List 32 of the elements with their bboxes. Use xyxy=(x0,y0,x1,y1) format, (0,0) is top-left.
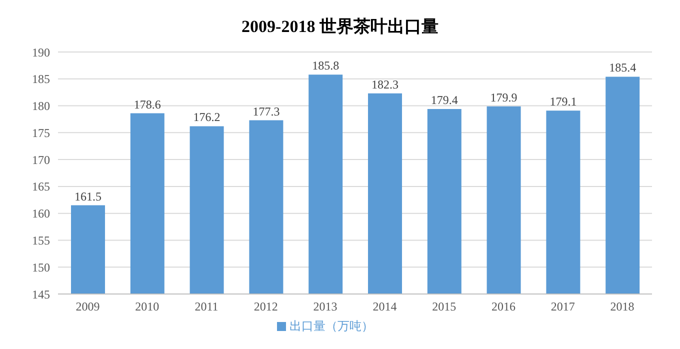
y-tick-label: 170 xyxy=(32,152,50,167)
y-tick-label: 185 xyxy=(32,72,50,86)
x-tick-label: 2010 xyxy=(135,300,160,314)
x-tick-label: 2009 xyxy=(76,300,100,314)
x-tick-label: 2018 xyxy=(610,300,634,314)
y-tick-label: 160 xyxy=(32,206,50,221)
data-label: 185.4 xyxy=(609,60,636,75)
legend-label: 出口量（万吨） xyxy=(290,319,374,333)
x-tick-label: 2015 xyxy=(432,300,456,314)
chart-title: 2009-2018 世界茶叶出口量 xyxy=(240,16,440,38)
y-tick-label: 155 xyxy=(32,233,50,248)
x-tick-label: 2014 xyxy=(372,300,397,314)
y-tick-label: 175 xyxy=(32,126,50,140)
y-tick-label: 150 xyxy=(32,260,50,274)
data-label: 185.8 xyxy=(312,58,340,73)
x-tick-label: 2016 xyxy=(492,300,516,314)
y-tick-label: 145 xyxy=(32,287,50,302)
data-label: 176.2 xyxy=(193,110,220,124)
y-tick-label: 180 xyxy=(32,99,50,114)
data-label: 161.5 xyxy=(74,189,102,204)
x-tick-label: 2012 xyxy=(254,300,278,314)
data-label: 182.3 xyxy=(372,77,398,92)
x-tick-label: 2017 xyxy=(550,300,575,314)
x-tick-label: 2011 xyxy=(194,300,218,314)
data-label: 179.4 xyxy=(430,93,458,108)
y-tick-label: 190 xyxy=(32,45,50,60)
y-tick-label: 165 xyxy=(32,180,50,194)
data-label: 179.9 xyxy=(490,90,518,104)
data-label: 178.6 xyxy=(134,97,161,112)
data-label: 179.1 xyxy=(550,94,577,109)
data-label: 177.3 xyxy=(252,104,280,118)
x-tick-label: 2013 xyxy=(313,300,338,314)
